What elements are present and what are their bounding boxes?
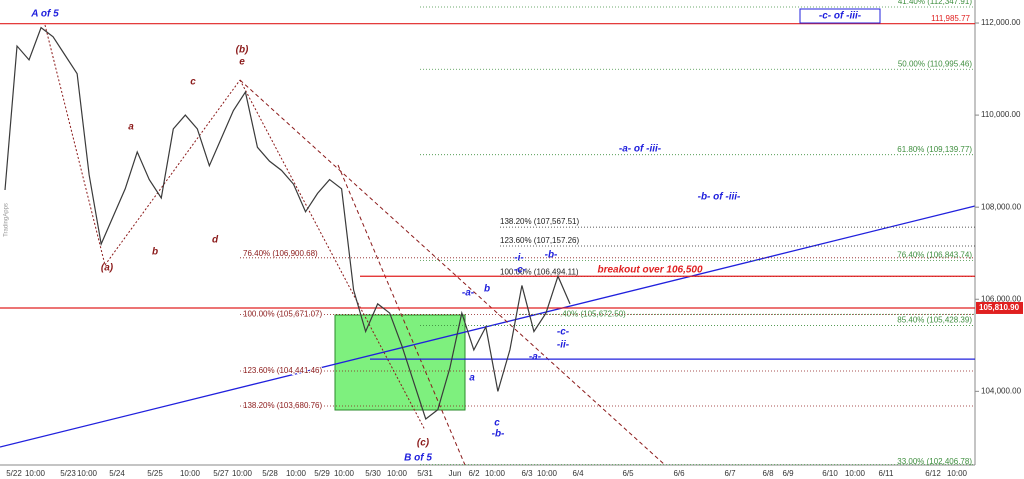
- fib-label: 76.40% (106,843.74): [897, 251, 972, 260]
- wave-label: a: [128, 122, 134, 133]
- x-tick-label: 6/12: [925, 469, 941, 478]
- x-tick-label: 10:00: [485, 469, 506, 478]
- wave-line: [239, 79, 426, 431]
- x-tick-label: 5/28: [262, 469, 278, 478]
- x-tick-label: 5/29: [314, 469, 330, 478]
- fib-label: 61.80% (109,139.77): [897, 145, 972, 154]
- x-tick-label: 10:00: [180, 469, 201, 478]
- wave-label: d: [212, 235, 219, 246]
- wave-label: -c-: [557, 327, 570, 338]
- fib-label: 41.40% (112,347.91): [898, 0, 972, 6]
- fib-label: 33.00% (102,406.78): [897, 457, 972, 466]
- x-tick-label: 5/24: [109, 469, 125, 478]
- wave-line: [44, 24, 106, 266]
- price-series: [4, 26, 571, 420]
- wave-label: -c-: [514, 265, 527, 276]
- wave-label: c: [494, 418, 500, 429]
- wave-label: A of 5: [30, 9, 59, 20]
- trend-line: [0, 205, 976, 448]
- x-tick-label: 6/7: [724, 469, 736, 478]
- x-tick-label: 10:00: [232, 469, 253, 478]
- wave-label: -ii-: [557, 340, 570, 351]
- x-tick-label: 5/25: [147, 469, 163, 478]
- wave-label: (a): [101, 263, 114, 274]
- x-tick-label: 5/30: [365, 469, 381, 478]
- fib-label: 50.00% (110,995.46): [898, 59, 972, 68]
- y-tick-label: 110,000.00: [981, 110, 1021, 119]
- y-tick-label: 104,000.00: [981, 386, 1022, 395]
- wave-label: c: [190, 77, 196, 88]
- y-tick-label: 112,000.00: [981, 18, 1021, 27]
- zone: [334, 314, 466, 411]
- fib-label: .40% (105,672.50): [560, 309, 626, 318]
- channel-line: [239, 79, 666, 466]
- fib-label: 123.60% (107,157.26): [500, 236, 580, 245]
- wave-label: -a-: [529, 352, 542, 363]
- x-tick-label: 6/5: [622, 469, 634, 478]
- x-tick-label: 6/9: [782, 469, 794, 478]
- x-tick-label: 10:00: [947, 469, 968, 478]
- x-tick-label: 10:00: [286, 469, 307, 478]
- wave-label: (c): [417, 438, 430, 449]
- wave-line: [104, 79, 241, 266]
- wave-label: -a-: [462, 288, 475, 299]
- price-badge: [976, 301, 1023, 314]
- watermark: TradingApps: [4, 203, 10, 237]
- x-tick-label: 10:00: [537, 469, 558, 478]
- wave-label: b: [152, 247, 158, 258]
- wave-label: B of 5: [404, 453, 432, 464]
- x-tick-label: Jun: [449, 469, 462, 478]
- x-tick-label: 5/22: [6, 469, 22, 478]
- fib-label: 85.40% (105,428.39): [897, 316, 972, 325]
- wave-label: -b- of -iii-: [698, 192, 741, 203]
- wave-label: -c- of -iii-: [819, 11, 862, 22]
- annotation-box: [799, 8, 881, 24]
- x-tick-label: 10:00: [845, 469, 866, 478]
- x-tick-label: 6/10: [822, 469, 838, 478]
- wave-label: -a- of -iii-: [619, 144, 662, 155]
- x-tick-label: 10:00: [334, 469, 355, 478]
- wave-label: -b-: [545, 250, 558, 261]
- x-tick-label: 6/6: [673, 469, 685, 478]
- wave-label: -i-: [514, 253, 524, 264]
- x-tick-label: 10:00: [25, 469, 46, 478]
- fib-label: 123.60% (104,441.46): [243, 366, 323, 375]
- price-label: 111,985.77: [931, 14, 970, 23]
- x-tick-label: 10:00: [387, 469, 408, 478]
- wave-label: e: [239, 57, 245, 68]
- x-tick-label: 5/23: [60, 469, 76, 478]
- x-tick-label: 6/2: [468, 469, 480, 478]
- y-tick-label: 108,000.00: [981, 202, 1022, 211]
- fib-label: 138.20% (107,567.51): [500, 217, 580, 226]
- wave-label: -b-: [492, 429, 505, 440]
- x-tick-label: 6/11: [879, 469, 895, 478]
- fib-label: 100.00% (105,671.07): [243, 310, 323, 319]
- x-tick-label: 6/8: [762, 469, 774, 478]
- fib-label: 76.40% (106,900.68): [243, 249, 318, 258]
- x-tick-label: 6/3: [521, 469, 533, 478]
- x-tick-label: 5/31: [417, 469, 433, 478]
- channel-line: [337, 164, 466, 466]
- price-label: 105,810.90: [979, 303, 1020, 312]
- wave-label: b: [484, 284, 490, 295]
- wave-label: a: [469, 373, 475, 384]
- wave-label: breakout over 106,500: [597, 265, 702, 276]
- y-tick-label: 106,000.00: [981, 294, 1022, 303]
- fib-label: 138.20% (103,680.76): [243, 401, 323, 410]
- x-tick-label: 5/27: [213, 469, 229, 478]
- wave-label: (b): [236, 45, 249, 56]
- fib-label: 100.00% (106,494.11): [500, 268, 579, 277]
- x-tick-label: 10:00: [77, 469, 98, 478]
- x-tick-label: 6/4: [572, 469, 584, 478]
